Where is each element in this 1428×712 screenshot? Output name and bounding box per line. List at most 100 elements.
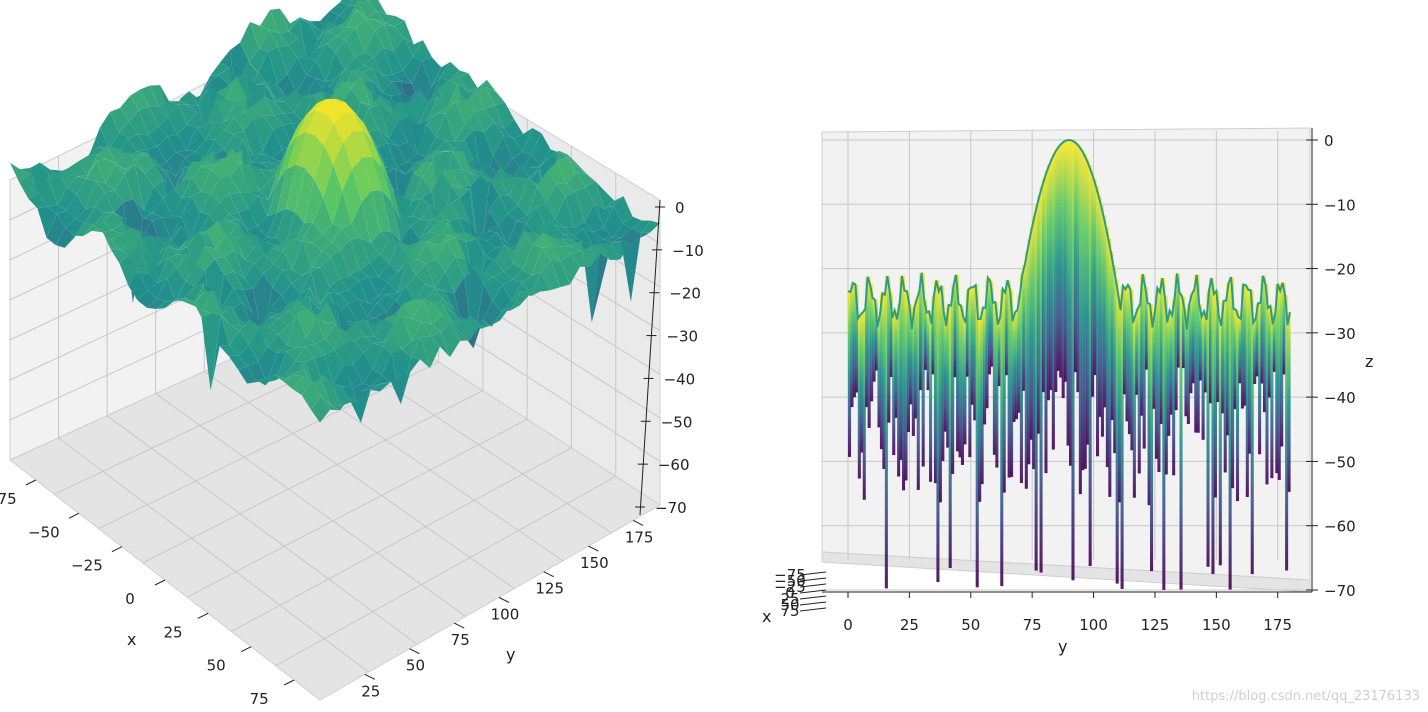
surface-column bbox=[906, 291, 910, 433]
surface-column bbox=[1218, 316, 1222, 566]
surface-column bbox=[992, 302, 996, 455]
surface-column bbox=[1091, 171, 1095, 397]
surface-facet bbox=[485, 86, 506, 106]
surface-column bbox=[1265, 283, 1269, 485]
surface-column bbox=[1014, 310, 1019, 420]
surface-column bbox=[1233, 308, 1237, 410]
surface-facet bbox=[385, 15, 406, 27]
surface-column bbox=[1258, 302, 1262, 455]
surface-column bbox=[985, 277, 989, 409]
surface-column bbox=[1032, 215, 1036, 470]
surface-column bbox=[1064, 140, 1068, 382]
surface-column bbox=[855, 284, 859, 393]
z-tick-label: −70 bbox=[655, 499, 687, 517]
x-tick-label: −50 bbox=[774, 572, 806, 590]
surface-column bbox=[1029, 226, 1033, 440]
surface-column bbox=[1093, 178, 1097, 376]
z-tick-label: −20 bbox=[669, 285, 701, 303]
surface-column bbox=[894, 310, 898, 418]
surface-column bbox=[948, 304, 952, 568]
surface-column bbox=[862, 309, 866, 500]
surface-column bbox=[1159, 278, 1163, 424]
surface-column bbox=[1174, 273, 1178, 411]
surface-column bbox=[1275, 283, 1279, 474]
z-tick-label: −10 bbox=[672, 242, 704, 260]
surface-facet bbox=[421, 57, 442, 88]
surface-column bbox=[1282, 282, 1286, 375]
surface-column bbox=[1054, 149, 1058, 392]
surface-column bbox=[1007, 280, 1011, 478]
surface-column bbox=[1078, 146, 1082, 495]
surface-column bbox=[1002, 288, 1006, 493]
surface-column bbox=[1277, 283, 1281, 480]
surface-column bbox=[1221, 300, 1225, 414]
surface-column bbox=[1005, 280, 1009, 376]
surface-column bbox=[953, 274, 957, 378]
surface-facet bbox=[440, 61, 460, 82]
surface-column bbox=[1103, 215, 1107, 408]
surface-column bbox=[1123, 285, 1127, 395]
surface-column bbox=[1248, 289, 1252, 454]
surface-column bbox=[1044, 171, 1048, 474]
surface-column bbox=[956, 274, 960, 452]
x-tick-mark bbox=[197, 612, 209, 619]
surface-column bbox=[1127, 284, 1131, 435]
surface-column bbox=[902, 275, 906, 491]
y-tick-label: 0 bbox=[843, 616, 853, 634]
surface-column bbox=[1270, 305, 1274, 479]
surface-column bbox=[1194, 274, 1198, 433]
surface-column bbox=[879, 293, 883, 450]
x-tick-mark bbox=[111, 546, 123, 553]
surface-column bbox=[1132, 315, 1136, 498]
x-tick-label: −25 bbox=[71, 557, 103, 575]
surface-column bbox=[1167, 310, 1171, 436]
surface-column bbox=[919, 272, 923, 391]
surface-column bbox=[1147, 302, 1151, 506]
x-tick-label: 75 bbox=[780, 602, 799, 620]
surface-column bbox=[877, 314, 881, 428]
surface-column bbox=[1216, 290, 1220, 403]
surface-column bbox=[1191, 289, 1195, 384]
surface-column bbox=[1098, 195, 1102, 417]
x-tick-mark bbox=[799, 589, 827, 594]
surface-column bbox=[1019, 274, 1023, 484]
surface-ridge bbox=[847, 138, 1291, 330]
z-axis-line bbox=[639, 199, 661, 516]
surface-facet bbox=[586, 174, 606, 192]
surface-facet bbox=[403, 36, 424, 57]
surface-column bbox=[1135, 308, 1139, 395]
surface-column bbox=[1260, 275, 1264, 384]
surface-column bbox=[897, 303, 901, 477]
surface-column bbox=[1267, 305, 1271, 398]
z-tick-label: −40 bbox=[1324, 389, 1356, 407]
surface-column bbox=[943, 312, 947, 432]
surface-column bbox=[936, 280, 940, 583]
y-tick-label: 175 bbox=[625, 528, 654, 546]
surface-column bbox=[1039, 186, 1043, 573]
surface-column bbox=[1105, 226, 1109, 468]
surface-column bbox=[870, 284, 874, 402]
surface-column bbox=[1100, 205, 1104, 437]
surface-column bbox=[1231, 277, 1235, 489]
surface-column bbox=[1142, 274, 1146, 449]
surface-column bbox=[929, 311, 933, 482]
surface-column bbox=[892, 310, 896, 456]
surface-column bbox=[1172, 298, 1176, 476]
surface-column bbox=[1056, 146, 1060, 371]
surface-column bbox=[924, 299, 928, 370]
surface-column bbox=[857, 314, 861, 479]
z-axis-ticks: 0 −10 −20 −30 −40 −50 −60 −70 bbox=[1306, 132, 1356, 600]
surface-column bbox=[1287, 312, 1291, 492]
x-tick-label: 0 bbox=[785, 584, 795, 602]
surface-facet bbox=[412, 39, 433, 61]
surface-facet bbox=[640, 220, 661, 234]
x-tick-mark bbox=[283, 679, 295, 686]
surface-column bbox=[852, 283, 856, 398]
surface-column bbox=[1186, 303, 1190, 425]
surface-column bbox=[1184, 308, 1188, 417]
surface-column bbox=[1041, 178, 1046, 393]
y-tick-label: 100 bbox=[1079, 616, 1108, 634]
y-tick-mark bbox=[453, 622, 465, 629]
surface-column bbox=[1086, 158, 1090, 445]
